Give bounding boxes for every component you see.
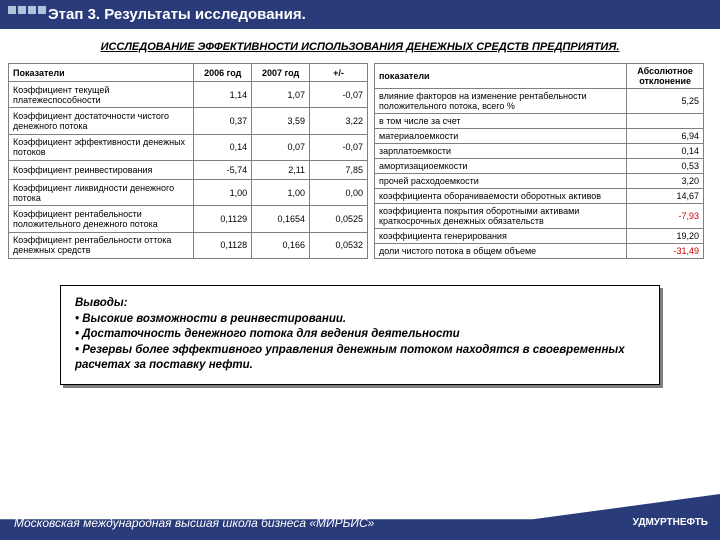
- cell: -5,74: [194, 160, 252, 179]
- cell: 1,00: [252, 179, 310, 205]
- table-row: Коэффициент эффективности денежных поток…: [9, 134, 368, 160]
- cell: в том числе за счет: [375, 114, 627, 129]
- cell: 3,59: [252, 108, 310, 134]
- cell: 1,07: [252, 82, 310, 108]
- table-row: коэффициента оборачиваемости оборотных а…: [375, 189, 704, 204]
- conclusions-box: Выводы: • Высокие возможности в реинвест…: [60, 285, 660, 385]
- cell: 1,14: [194, 82, 252, 108]
- table-row: прочей расходоемкости3,20: [375, 174, 704, 189]
- cell: 0,14: [194, 134, 252, 160]
- cell: 0,1129: [194, 206, 252, 232]
- cell: -31,49: [627, 244, 704, 259]
- table-row: Коэффициент реинвестирования-5,742,117,8…: [9, 160, 368, 179]
- cell: Коэффициент достаточности чистого денежн…: [9, 108, 194, 134]
- t1-header: 2006 год: [194, 64, 252, 82]
- page-title: Этап 3. Результаты исследования.: [48, 6, 306, 23]
- table-row: Коэффициент текущей платежеспособности1,…: [9, 82, 368, 108]
- table-2: показателиАбсолютное отклонение влияние …: [374, 63, 704, 259]
- footer-left: Московская международная высшая школа би…: [14, 516, 374, 530]
- table-row: в том числе за счет: [375, 114, 704, 129]
- table-1: Показатели2006 год2007 год+/- Коэффициен…: [8, 63, 368, 259]
- cell: 5,25: [627, 89, 704, 114]
- cell: 0,0532: [310, 232, 368, 258]
- cell: доли чистого потока в общем объеме: [375, 244, 627, 259]
- table-row: материалоемкости6,94: [375, 129, 704, 144]
- cell: 3,22: [310, 108, 368, 134]
- subtitle: ИССЛЕДОВАНИЕ ЭФФЕКТИВНОСТИ ИСПОЛЬЗОВАНИЯ…: [8, 41, 712, 53]
- cell: зарплатоемкости: [375, 144, 627, 159]
- t2-header: Абсолютное отклонение: [627, 64, 704, 89]
- table-row: амортизациоемкости0,53: [375, 159, 704, 174]
- table-row: коэффициента генерирования19,20: [375, 229, 704, 244]
- cell: 0,1128: [194, 232, 252, 258]
- cell: коэффициента покрытия оборотными активам…: [375, 204, 627, 229]
- cell: 0,53: [627, 159, 704, 174]
- cell: 0,0525: [310, 206, 368, 232]
- tables-container: Показатели2006 год2007 год+/- Коэффициен…: [0, 63, 720, 259]
- conclusion-item: • Достаточность денежного потока для вед…: [75, 327, 645, 343]
- cell: -0,07: [310, 134, 368, 160]
- cell: 0,166: [252, 232, 310, 258]
- cell: Коэффициент рентабельности положительног…: [9, 206, 194, 232]
- cell: 14,67: [627, 189, 704, 204]
- cell: 0,07: [252, 134, 310, 160]
- t1-header: +/-: [310, 64, 368, 82]
- table-row: Коэффициент рентабельности положительног…: [9, 206, 368, 232]
- cell: Коэффициент ликвидности денежного потока: [9, 179, 194, 205]
- cell: амортизациоемкости: [375, 159, 627, 174]
- cell: 1,00: [194, 179, 252, 205]
- conclusion-item: • Резервы более эффективного управления …: [75, 343, 645, 374]
- cell: Коэффициент реинвестирования: [9, 160, 194, 179]
- cell: 6,94: [627, 129, 704, 144]
- cell: 0,00: [310, 179, 368, 205]
- cell: 0,1654: [252, 206, 310, 232]
- table-row: коэффициента покрытия оборотными активам…: [375, 204, 704, 229]
- cell: 0,37: [194, 108, 252, 134]
- footer-right: УДМУРТНЕФТЬ: [633, 517, 708, 528]
- t2-header: показатели: [375, 64, 627, 89]
- cell: -7,93: [627, 204, 704, 229]
- conclusions-title: Выводы:: [75, 296, 645, 312]
- header-decor: [8, 6, 46, 14]
- cell: 2,11: [252, 160, 310, 179]
- cell: [627, 114, 704, 129]
- cell: материалоемкости: [375, 129, 627, 144]
- table-row: Коэффициент достаточности чистого денежн…: [9, 108, 368, 134]
- cell: 19,20: [627, 229, 704, 244]
- table-row: Коэффициент рентабельности оттока денежн…: [9, 232, 368, 258]
- cell: Коэффициент эффективности денежных поток…: [9, 134, 194, 160]
- cell: 3,20: [627, 174, 704, 189]
- t1-header: 2007 год: [252, 64, 310, 82]
- cell: Коэффициент текущей платежеспособности: [9, 82, 194, 108]
- header-bar: Этап 3. Результаты исследования.: [0, 0, 720, 29]
- cell: коэффициента оборачиваемости оборотных а…: [375, 189, 627, 204]
- table-row: зарплатоемкости0,14: [375, 144, 704, 159]
- cell: 7,85: [310, 160, 368, 179]
- cell: -0,07: [310, 82, 368, 108]
- cell: коэффициента генерирования: [375, 229, 627, 244]
- cell: прочей расходоемкости: [375, 174, 627, 189]
- cell: Коэффициент рентабельности оттока денежн…: [9, 232, 194, 258]
- conclusion-item: • Высокие возможности в реинвестировании…: [75, 312, 645, 328]
- cell: влияние факторов на изменение рентабельн…: [375, 89, 627, 114]
- t1-header: Показатели: [9, 64, 194, 82]
- table-row: влияние факторов на изменение рентабельн…: [375, 89, 704, 114]
- table-row: доли чистого потока в общем объеме-31,49: [375, 244, 704, 259]
- table-row: Коэффициент ликвидности денежного потока…: [9, 179, 368, 205]
- cell: 0,14: [627, 144, 704, 159]
